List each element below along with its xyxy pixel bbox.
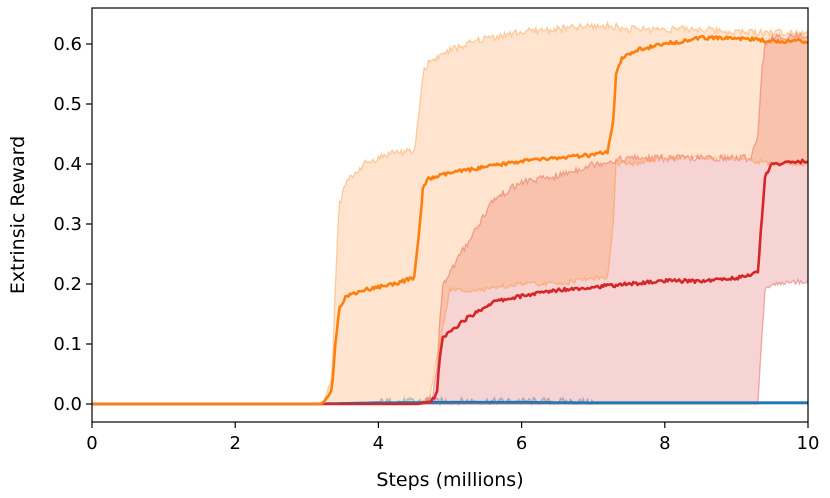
x-tick-label: 0 (86, 433, 97, 454)
x-tick-label: 4 (373, 433, 384, 454)
x-axis-ticks: 0 2 4 6 8 10 (86, 422, 819, 454)
x-tick-label: 10 (797, 433, 820, 454)
y-tick-label: 0.1 (53, 334, 82, 355)
plot-frame (91, 7, 809, 423)
series-lines (92, 34, 809, 406)
y-axis-label: Extrinsic Reward (7, 136, 29, 294)
x-tick-label: 2 (229, 433, 240, 454)
series-2-mean-line (92, 34, 809, 406)
x-tick-label: 8 (659, 433, 670, 454)
y-tick-label: 0.0 (53, 394, 82, 415)
y-tick-label: 0.2 (53, 274, 82, 295)
y-tick-label: 0.4 (53, 154, 82, 175)
y-tick-label: 0.3 (53, 214, 82, 235)
series-2-band (92, 22, 808, 405)
y-tick-label: 0.6 (53, 34, 82, 55)
confidence-bands (92, 20, 809, 407)
y-axis-ticks: 0.0 0.1 0.2 0.3 0.4 0.5 0.6 (53, 34, 92, 415)
y-tick-label: 0.5 (53, 94, 82, 115)
x-axis-label: Steps (millions) (376, 469, 523, 491)
x-tick-label: 6 (516, 433, 527, 454)
series-1-band (92, 33, 808, 404)
